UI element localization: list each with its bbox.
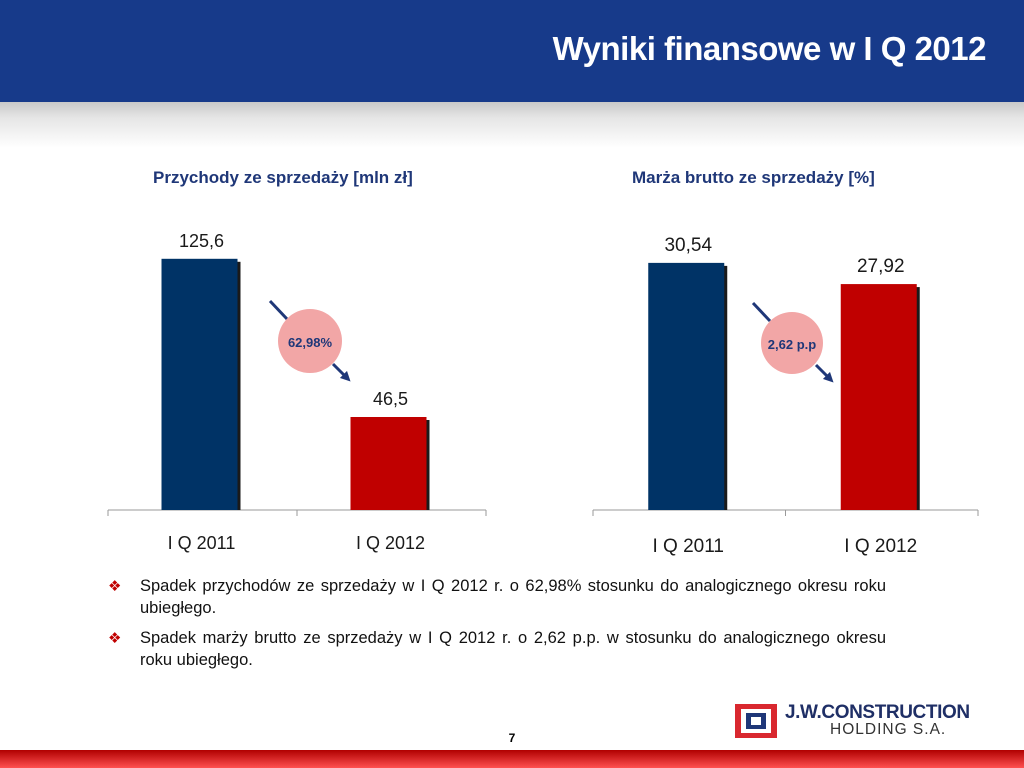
header-bar: Wyniki finansowe w I Q 2012 [0,0,1024,102]
bar [648,262,725,510]
right-chart-title: Marża brutto ze sprzedaży [%] [632,168,875,187]
bullet-text: Spadek przychodów ze sprzedaży w I Q 201… [140,577,886,617]
change-circle [278,309,342,373]
logo-subtitle: HOLDING S.A. [830,721,947,738]
data-label: 46,5 [373,389,408,409]
category-label: I Q 2011 [168,533,236,553]
category-label: I Q 2011 [653,536,724,557]
change-arrow-tail [268,299,289,321]
logo-name: J.W.CONSTRUCTION [785,702,970,723]
revenue-change-label: 62,98% [288,335,333,350]
margin-chart: 30,54 I Q 2011 27,92 I Q 2012 [592,235,979,557]
margin-change-annotation: 2,62 p.p [751,301,834,383]
revenue-change-annotation: 62,98% [268,299,351,382]
company-logo-icon [735,704,777,738]
bar [350,417,427,510]
category-label: I Q 2012 [844,536,917,557]
footer-band [0,750,1024,768]
data-label: 30,54 [664,235,712,256]
header-shadow [0,102,1024,148]
left-chart-title: Przychody ze sprzedaży [mln zł] [153,168,413,187]
category-label: I Q 2012 [356,533,425,553]
bullet-list: ❖ Spadek przychodów ze sprzedaży w I Q 2… [108,575,886,679]
bar [161,258,238,510]
revenue-chart: 125,6 I Q 2011 46,5 I Q 2012 [107,231,487,553]
change-arrow-tail [751,301,772,323]
bullet-item: ❖ Spadek przychodów ze sprzedaży w I Q 2… [108,575,886,619]
page-title: Wyniki finansowe w I Q 2012 [552,30,987,67]
diamond-bullet-icon: ❖ [108,577,122,595]
change-circle [761,312,823,374]
diamond-bullet-icon: ❖ [108,629,122,647]
margin-change-label: 2,62 p.p [768,337,816,352]
bullet-item: ❖ Spadek marży brutto ze sprzedaży w I Q… [108,627,886,671]
data-label: 125,6 [179,231,224,251]
bar [840,284,917,510]
data-label: 27,92 [857,256,905,277]
page-number: 7 [508,731,516,745]
change-arrow-head [814,363,834,383]
bullet-text: Spadek marży brutto ze sprzedaży w I Q 2… [140,629,886,669]
change-arrow-head [331,362,351,382]
